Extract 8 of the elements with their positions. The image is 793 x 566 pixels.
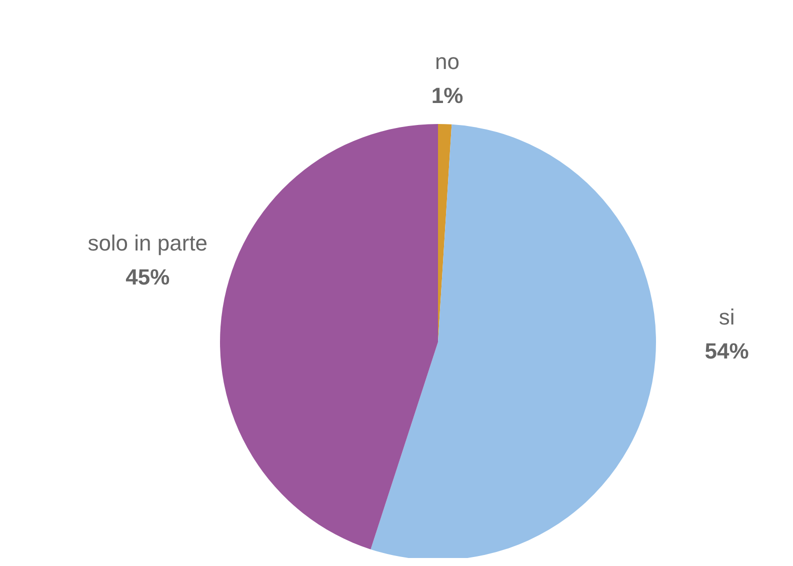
data-label: 1% <box>431 83 464 108</box>
data-label: 45% <box>126 264 170 290</box>
data-label: 54% <box>704 338 749 364</box>
slice-label: no <box>434 49 460 74</box>
pie-slice <box>370 124 656 558</box>
slice-label: si <box>718 304 735 330</box>
pie-slice <box>220 124 438 550</box>
slice-label: solo in parte <box>88 230 208 256</box>
